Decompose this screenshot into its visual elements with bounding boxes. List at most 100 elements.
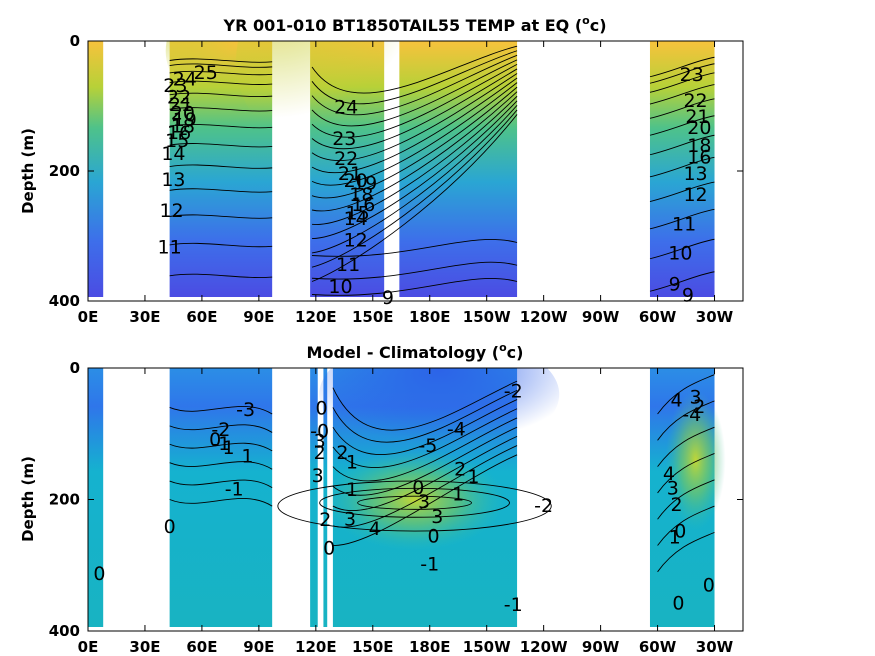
contour-label: 1 [222, 437, 234, 459]
contour-label: 2 [454, 459, 466, 481]
anomaly-contour-atlantic [657, 505, 715, 546]
isotherm-deep [311, 278, 518, 296]
contour-label: 1 [669, 526, 681, 548]
isotherm-indian [169, 214, 273, 219]
temperature-contour-labels: 2524232221201918161514131211242322212019… [158, 62, 712, 309]
x-tick-label: 60W [639, 638, 677, 656]
y-axis-1: 0 200 400 [49, 32, 743, 310]
anomaly-contour-atlantic [657, 374, 715, 415]
contour-label: 3 [312, 465, 324, 487]
isotherm-pacific [311, 109, 518, 268]
contour-label: 16 [167, 122, 191, 144]
contour-label: 3 [418, 491, 430, 513]
data-region-1 [169, 368, 273, 627]
isotherm-pacific [311, 82, 518, 186]
anomaly-contour-pacific [332, 399, 518, 456]
y-axis-label-2: Depth (m) [19, 456, 37, 542]
x-tick-label: 0E [78, 638, 99, 656]
contour-label: 24 [334, 97, 358, 119]
contour-label: -2 [211, 419, 230, 441]
isotherm-pacific [311, 114, 518, 282]
x-tick-label: 120E [295, 638, 337, 656]
isotherm-atlantic [649, 98, 715, 119]
y-tick-label: 400 [49, 622, 80, 640]
contour-label: 0 [703, 574, 715, 596]
anomaly-contour-indian [169, 405, 273, 415]
x-tick-label: 180E [409, 308, 451, 326]
contour-label: 10 [328, 276, 352, 298]
x-tick-label: 180E [409, 638, 451, 656]
contour-label: 0 [209, 429, 221, 451]
contour-label: 4 [671, 390, 683, 412]
isotherm-pacific [311, 73, 518, 162]
anomaly-field [88, 368, 726, 627]
isotherm-atlantic [649, 271, 715, 292]
data-region-4 [649, 41, 715, 297]
x-tick-label: 120W [520, 638, 568, 656]
contour-label: 2 [319, 509, 331, 531]
anomaly-contour-atlantic [657, 453, 715, 494]
isotherm-indian [169, 63, 273, 68]
data-region-0 [88, 41, 104, 297]
contour-label: -2 [534, 495, 553, 517]
contour-label: 23 [163, 75, 187, 97]
isotherm-indian [169, 164, 273, 169]
y-tick-label: 0 [70, 32, 80, 50]
warm-anomaly-shading [324, 449, 505, 550]
isotherm-deep [311, 261, 518, 280]
contour-label: 9 [682, 285, 694, 307]
x-tick-label: 60E [186, 638, 217, 656]
contour-label: 2 [336, 442, 348, 464]
contour-label: 18 [349, 184, 373, 206]
x-axis-2: 0E 30E 60E 90E 120E 150E 180E 150W 120W 90W 60W 30W [78, 368, 734, 656]
isotherm-indian [169, 273, 273, 278]
x-tick-label: 60W [639, 308, 677, 326]
contour-label: 20 [344, 170, 368, 192]
contour-label: 3 [689, 386, 701, 408]
contour-label: 1 [452, 484, 464, 506]
anomaly-contour-atlantic [657, 400, 715, 441]
warm-pool-shading [236, 41, 426, 156]
contour-label: 11 [672, 214, 696, 236]
isotherm-indian [169, 58, 273, 63]
isotherm-pacific [312, 100, 518, 240]
contour-label: 2 [314, 442, 326, 464]
anomaly-contour-pacific [332, 389, 518, 443]
isotherm-pacific [311, 50, 518, 105]
contour-label: 22 [334, 148, 358, 170]
contour-label: 22 [167, 86, 191, 108]
contour-label: 12 [344, 229, 368, 251]
contour-label: 1 [241, 445, 253, 467]
contour-label: 1 [346, 479, 358, 501]
contour-label: 16 [351, 194, 375, 216]
anomaly-contour-pacific [332, 417, 518, 482]
anomaly-contour-atlantic [657, 531, 715, 573]
isotherm-deep [311, 239, 518, 257]
anomaly-contour-pacific [332, 408, 518, 468]
contour-label: 25 [194, 62, 218, 84]
isotherm-pacific [311, 95, 518, 225]
contour-label: 14 [344, 208, 368, 230]
anomaly-contour-pacific [332, 380, 518, 431]
x-tick-label: 0E [78, 308, 99, 326]
contour-label: 9 [382, 287, 394, 309]
contour-label: 3 [314, 430, 326, 452]
x-tick-label: 90E [243, 308, 274, 326]
contour-label: 18 [687, 135, 711, 157]
contour-label: -1 [504, 594, 523, 616]
contour-label: 21 [338, 163, 362, 185]
isotherm-atlantic [649, 84, 715, 105]
x-tick-label: 150E [352, 638, 394, 656]
contour-label: -1 [211, 433, 230, 455]
isotherm-pacific [311, 59, 518, 127]
data-region-2 [310, 368, 318, 627]
contour-label: 0 [672, 593, 684, 615]
contour-label: 24 [173, 69, 197, 91]
contour-label: 0 [427, 526, 439, 548]
x-tick-label: 150E [352, 308, 394, 326]
contour-label: 3 [431, 506, 443, 528]
anomaly-contour-pacific [332, 426, 518, 496]
contour-label: 3 [344, 509, 356, 531]
